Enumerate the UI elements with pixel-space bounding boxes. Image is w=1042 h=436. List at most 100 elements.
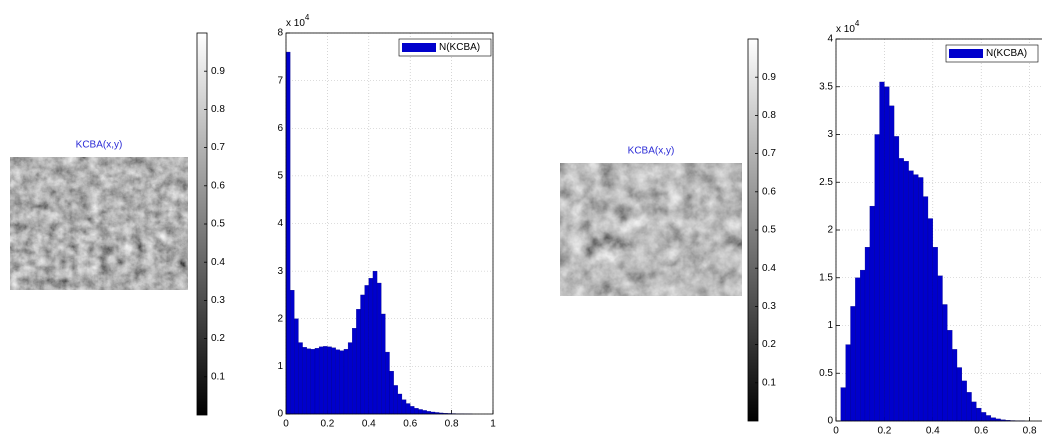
histogram-bar: [865, 247, 870, 421]
histogram-bar: [423, 410, 427, 414]
colorbar-tick-label: 0.9: [211, 66, 225, 77]
histogram-bar: [933, 247, 938, 421]
histogram-bar: [385, 352, 389, 414]
histogram-bar: [957, 368, 962, 421]
x-tick-label: 0.8: [445, 419, 459, 430]
y-tick-label: 6: [277, 123, 283, 134]
y-scale-base: x 10: [286, 18, 305, 29]
histogram-bar: [928, 219, 933, 421]
colorbar-tick-label: 0.6: [211, 180, 225, 191]
histogram-bar: [991, 418, 996, 421]
legend-swatch: [949, 49, 983, 58]
image: [10, 157, 188, 290]
colorbar-tick-label: 0.3: [211, 295, 225, 306]
histogram-bar: [398, 394, 402, 414]
colorbar-tick-label: 0.3: [762, 301, 776, 312]
histogram-bar: [972, 402, 977, 421]
histogram-bar: [311, 349, 315, 414]
colorbar-tick-label: 0.2: [762, 339, 776, 350]
colorbar-tick-label: 0.5: [762, 225, 776, 236]
colorbar-tick-label: 0.4: [762, 263, 776, 274]
y-scale-exponent: 4: [305, 13, 310, 22]
y-tick-label: 1: [827, 320, 833, 331]
colorbar-tick-label: 0.7: [211, 142, 225, 153]
x-tick-label: 0: [283, 419, 289, 430]
y-tick-label: 2: [827, 225, 833, 236]
x-tick-label: 0.2: [320, 419, 334, 430]
histogram-bar: [344, 349, 348, 414]
y-tick-label: 3: [827, 129, 833, 140]
histogram-bar: [962, 381, 967, 421]
histogram-bar: [390, 371, 394, 414]
x-tick-label: 0.6: [403, 419, 417, 430]
histogram-bar: [889, 106, 894, 421]
histogram-bar: [904, 161, 909, 421]
x-tick-label: 0.6: [974, 426, 988, 436]
histogram-bar: [841, 388, 846, 421]
histogram-bar: [315, 348, 319, 414]
colorbar-tick-label: 0.6: [762, 186, 776, 197]
histogram-bar: [923, 197, 928, 421]
colorbar-tick-label: 0.1: [211, 371, 225, 382]
histogram-bar: [855, 278, 860, 421]
image-title: KCBA(x,y): [628, 146, 675, 157]
colorbar-tick-label: 0.1: [762, 377, 776, 388]
histogram-bar: [913, 175, 918, 421]
y-tick-label: 2: [277, 313, 283, 324]
histogram-bar: [406, 404, 410, 414]
histogram-bar: [918, 177, 923, 421]
x-tick-label: 0.4: [362, 419, 376, 430]
x-tick-label: 0.4: [926, 426, 940, 436]
histogram-bar: [319, 347, 323, 414]
y-tick-label: 2.5: [819, 177, 833, 188]
y-tick-label: 3.5: [819, 81, 833, 92]
y-scale-exponent: 4: [855, 19, 860, 28]
histogram-bar: [870, 206, 875, 421]
y-tick-label: 1: [277, 361, 283, 372]
y-tick-label: 8: [277, 28, 283, 39]
histogram-bar: [348, 343, 352, 414]
x-tick-label: 0.2: [877, 426, 891, 436]
x-tick-label: 0.8: [1023, 426, 1037, 436]
histogram-bar: [323, 346, 327, 414]
colorbar-tick-label: 0.5: [211, 219, 225, 230]
y-tick-label: 0.5: [819, 368, 833, 379]
colorbar-tick-label: 0.8: [762, 110, 776, 121]
histogram-bar: [361, 295, 365, 414]
histogram-bar: [356, 309, 360, 414]
histogram-bar: [294, 319, 298, 414]
y-tick-label: 7: [277, 75, 283, 86]
histogram-bar: [352, 328, 356, 414]
legend-label: N(KCBA): [439, 42, 480, 53]
y-scale-label: x 104: [286, 13, 310, 29]
histogram-bar: [952, 349, 957, 421]
y-tick-label: 4: [827, 34, 833, 45]
histogram-bar: [303, 347, 307, 414]
histogram-bar: [332, 348, 336, 414]
histogram-bar: [967, 392, 972, 421]
y-tick-label: 4: [277, 218, 283, 229]
histogram-bar: [307, 349, 311, 414]
colorbar-tick-label: 0.2: [211, 333, 225, 344]
histogram-bar: [402, 400, 406, 414]
colorbar-tick-label: 0.4: [211, 257, 225, 268]
histogram-bar: [981, 412, 986, 421]
histogram-bar: [414, 408, 418, 414]
histogram-bar: [298, 343, 302, 414]
histogram-bar: [327, 347, 331, 414]
figure: KCBA(x,y) 0.1 0.2 0.3 0.4 0.5 0.6 0.7 0.8 0.9 0 1 2 3…: [0, 0, 1042, 436]
histogram-bar: [340, 351, 344, 414]
histogram-bar: [381, 314, 385, 414]
histogram-bar: [938, 276, 943, 421]
histogram-bar: [976, 408, 981, 421]
image-title: KCBA(x,y): [76, 140, 123, 151]
y-tick-label: 3: [277, 266, 283, 277]
histogram-bar: [899, 158, 904, 421]
histogram-bar: [373, 271, 377, 414]
histogram-bar: [860, 270, 865, 421]
histogram-bar: [377, 283, 381, 414]
histogram-bar: [418, 409, 422, 414]
y-scale-label: x 104: [836, 19, 860, 35]
histogram-bar: [369, 278, 373, 414]
histogram-bar: [884, 87, 889, 421]
